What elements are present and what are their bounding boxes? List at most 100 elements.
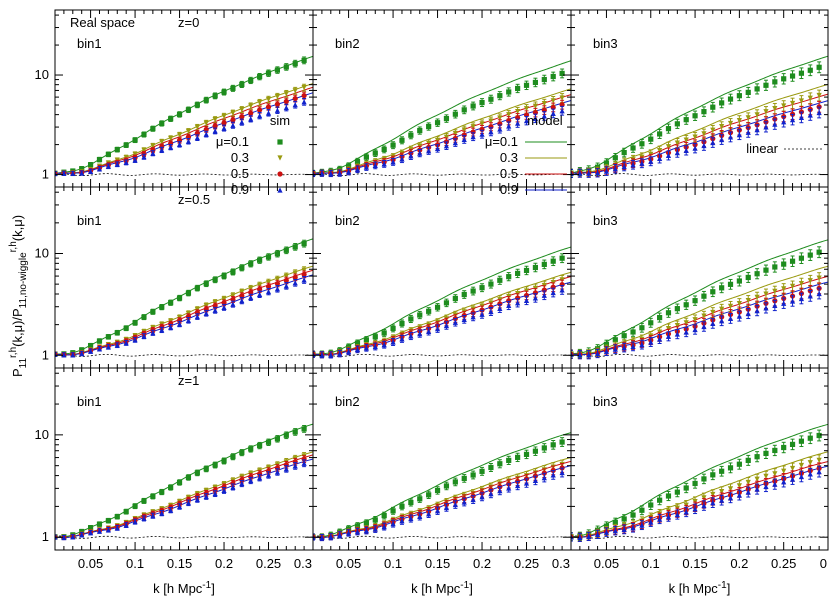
sim-point-mu-0.9 [434,324,441,333]
ylabel-sup-num: r,h [8,347,19,358]
redshift-label: z=0.5 [178,192,210,207]
sim-point-mu-0.9 [506,121,512,131]
x-tick-label: 0.15 [682,556,707,571]
sim-point-mu-0.9 [132,518,138,525]
bin-label: bin2 [335,213,360,228]
sim-point-mu-0.1 [559,437,565,447]
sim-point-mu-0.1 [630,327,636,337]
sim-point-mu-0.1 [96,338,103,344]
linear-line [571,172,828,177]
sim-point-mu-0.1 [301,56,307,65]
panel-r3-c3: 0.05 0.1 0.15 0.2 0.25 0 bin3 [570,367,829,571]
sim-point-mu-0.1 [390,141,396,150]
sim-point-mu-0.9 [648,517,654,527]
sim-point-mu-0.1 [185,474,192,481]
legend-model: model μ=0.10.30.50.9 [485,113,567,197]
sim-point-mu-0.1 [550,439,556,450]
sim-point-mu-0.1 [265,69,272,77]
sim-point-mu-0.9 [559,467,565,478]
sim-point-mu-0.9 [239,297,245,305]
sim-point-mu-0.1 [390,506,396,515]
sim-point-mu-0.1 [461,474,467,483]
sim-point-mu-0.9 [265,109,272,117]
sim-point-mu-0.9 [301,459,307,468]
sim-point-mu-0.9 [541,290,547,301]
sim-point-mu-0.9 [559,285,565,295]
legend-linear-label: linear [746,141,778,156]
sim-point-mu-0.1 [150,308,156,315]
x-tick-label: 0.3 [552,556,570,571]
sim-point-mu-0.1 [710,101,716,113]
space-label: Real space [70,15,135,30]
sim-point-mu-0.9 [274,106,281,114]
legend-model-entry: 0.9 [500,182,518,197]
sim-point-mu-0.9 [132,157,138,163]
model-line-mu-0.1 [313,432,571,538]
sim-point-mu-0.9 [630,341,636,352]
sim-point-mu-0.1 [87,162,94,168]
sim-point-mu-0.9 [61,534,67,541]
sim-point-mu-0.1 [657,312,663,323]
sim-point-mu-0.1 [532,262,539,273]
sim-point-mu-0.1 [816,246,822,259]
sim-point-mu-0.9 [550,470,556,480]
sim-point-mu-0.9 [61,352,67,358]
sim-point-mu-0.9 [727,131,734,143]
sim-point-mu-0.9 [648,156,654,167]
sim-point-mu-0.1 [408,498,414,507]
bin-label: bin2 [335,394,360,409]
sim-point-mu-0.9 [443,503,450,512]
sim-point-mu-0.1 [248,260,254,268]
panel-plot-area [571,423,828,542]
sim-point-mu-0.1 [381,145,387,154]
sim-point-mu-0.9 [727,492,734,504]
sim-point-mu-0.9 [523,295,530,306]
sim-point-mu-0.5 [283,97,289,106]
sim-point-mu-0.1 [434,303,441,312]
panel-r2-c2: bin2 [312,186,572,369]
sim-point-mu-0.9 [354,345,361,354]
sim-point-mu-0.1 [798,67,805,80]
sim-point-mu-0.1 [381,329,387,337]
panel-plot-area [55,423,313,541]
sim-point-mu-0.1 [710,286,716,298]
sim-point-mu-0.1 [461,105,467,115]
sim-point-mu-0.9 [363,163,369,171]
sim-point-mu-0.1 [497,91,503,101]
sim-point-mu-0.1 [683,482,689,494]
sim-point-mu-0.9 [123,159,129,166]
sim-point-mu-0.9 [550,287,556,298]
sim-point-mu-0.1 [168,484,174,491]
sim-point-mu-0.9 [683,145,689,156]
sim-point-mu-0.9 [532,475,539,486]
legend-marker [277,171,283,177]
sim-point-mu-0.9 [807,109,813,121]
sim-point-mu-0.1 [665,490,672,502]
sim-point-mu-0.9 [248,293,254,301]
sim-point-mu-0.9 [390,157,396,166]
sim-point-mu-0.9 [497,124,503,134]
sim-point-mu-0.1 [301,424,307,433]
sim-point-mu-0.1 [408,131,414,140]
sim-point-mu-0.5 [265,103,272,111]
sim-point-mu-0.9 [603,166,610,176]
sim-point-mu-0.9 [230,483,236,491]
sim-point-mu-0.9 [816,106,822,119]
sim-point-mu-0.1 [434,486,441,495]
sim-point-mu-0.1 [701,290,707,302]
sim-point-mu-0.1 [515,83,521,94]
sim-point-mu-0.1 [426,490,432,499]
panel-r3-c2: 0.05 0.1 0.15 0.2 0.25 0.3 bin2 [312,367,572,571]
sim-point-mu-0.3 [772,102,778,115]
sim-point-mu-0.1 [727,93,734,105]
sim-point-mu-0.1 [426,122,432,131]
sim-point-mu-0.9 [185,137,192,145]
sim-point-mu-0.1 [541,259,547,270]
sim-point-mu-0.9 [515,480,521,491]
sim-point-mu-0.9 [586,350,592,360]
sim-point-mu-0.9 [692,142,698,154]
sim-point-mu-0.9 [55,534,58,540]
sim-point-mu-0.3 [736,115,742,127]
sim-point-mu-0.1 [203,96,209,104]
sim-point-mu-0.9 [390,519,396,528]
